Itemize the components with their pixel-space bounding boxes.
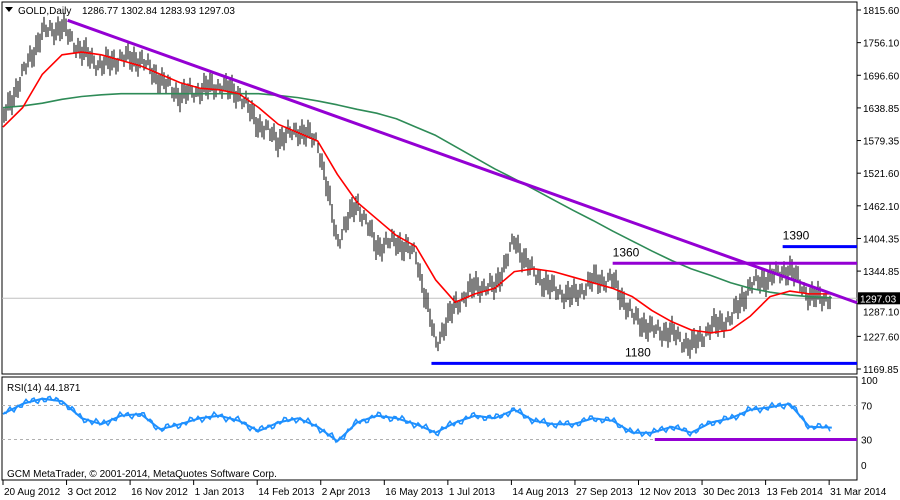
- price-tick-label: 1344.85: [863, 267, 900, 278]
- date-tick-label: 31 Mar 2014: [830, 487, 887, 498]
- date-tick-label: 14 Feb 2013: [258, 487, 315, 498]
- date-tick-label: 13 Feb 2014: [767, 487, 824, 498]
- last-price-label: 1297.03: [860, 294, 897, 305]
- level-label-1180: 1180: [625, 345, 651, 359]
- price-tick-label: 1404.35: [863, 234, 900, 245]
- date-tick-label: 27 Sep 2013: [576, 487, 633, 498]
- ohlc-values: 1286.77 1302.84 1283.93 1297.03: [82, 6, 235, 17]
- rsi-tick-label: 100: [861, 376, 878, 387]
- price-tick-label: 1521.60: [863, 169, 900, 180]
- triangle-down-icon[interactable]: [5, 7, 13, 12]
- date-tick-label: 14 Aug 2013: [512, 487, 569, 498]
- date-tick-label: 1 Jan 2013: [195, 487, 245, 498]
- price-pane[interactable]: [1, 1, 858, 375]
- rsi-tick-label: 70: [861, 402, 873, 413]
- price-tick-label: 1696.60: [863, 71, 900, 82]
- level-label-1360: 1360: [613, 245, 640, 259]
- date-tick-label: 16 Nov 2012: [131, 487, 188, 498]
- price-tick-label: 1815.60: [863, 6, 900, 17]
- price-tick-label: 1579.35: [863, 137, 900, 148]
- copyright-text: GCM MetaTrader, © 2001-2014, MetaQuotes …: [7, 469, 277, 480]
- price-tick-label: 1638.85: [863, 104, 900, 115]
- rsi-pane[interactable]: [1, 376, 858, 481]
- date-tick-label: 16 May 2013: [385, 487, 443, 498]
- price-tick-label: 1287.10: [863, 307, 900, 318]
- date-tick-label: 2 Apr 2013: [322, 487, 371, 498]
- date-tick-label: 1 Jul 2013: [449, 487, 496, 498]
- resistance-trendline: [67, 18, 858, 305]
- price-bars: [3, 12, 831, 359]
- symbol-title: GOLD,Daily: [18, 6, 71, 17]
- rsi-tick-label: 30: [861, 436, 873, 447]
- price-tick-label: 1756.10: [863, 39, 900, 50]
- level-label-1390: 1390: [783, 229, 810, 243]
- date-tick-label: 20 Aug 2012: [4, 487, 61, 498]
- price-tick-label: 1462.10: [863, 202, 900, 213]
- date-tick-label: 12 Nov 2013: [640, 487, 697, 498]
- last-price-badge: [858, 292, 900, 305]
- rsi-line-detail: [3, 395, 831, 444]
- date-tick-label: 3 Oct 2012: [68, 487, 117, 498]
- slow-moving-average-line: [2, 92, 832, 299]
- price-tick-label: 1169.85: [863, 365, 899, 376]
- fast-moving-average-line: [2, 51, 832, 334]
- rsi-header: RSI(14) 44.1871: [7, 383, 81, 394]
- date-tick-label: 30 Dec 2013: [703, 487, 760, 498]
- price-tick-label: 1227.60: [863, 332, 900, 343]
- rsi-tick-label: 0: [861, 461, 867, 472]
